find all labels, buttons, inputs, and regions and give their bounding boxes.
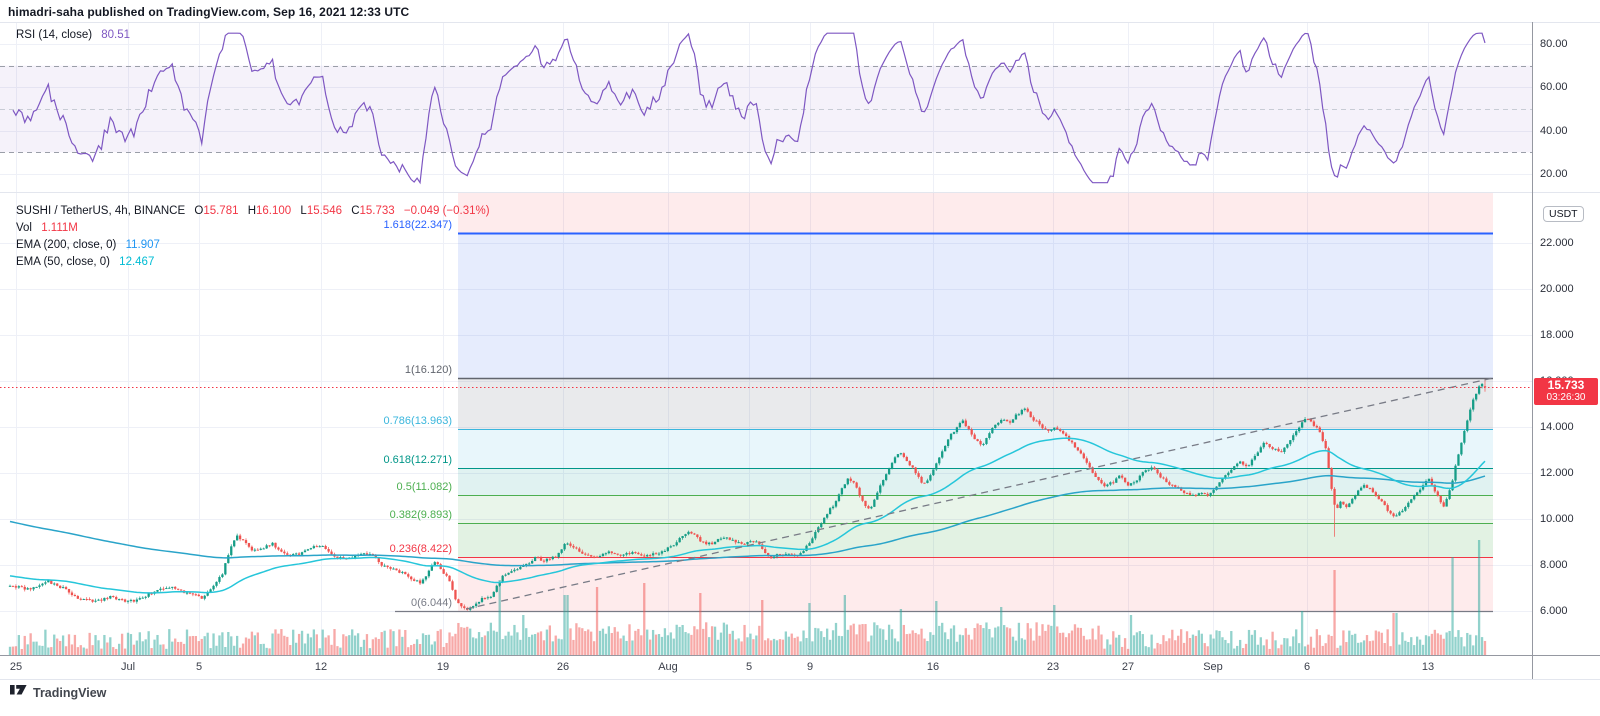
rsi-pane[interactable]: [0, 23, 1533, 192]
time-axis-label: 5: [745, 661, 753, 673]
price-axis-label: 18.000: [1540, 329, 1574, 341]
price-axis-label: 14.000: [1540, 421, 1574, 433]
time-axis-label: 26: [556, 661, 570, 673]
time-axis-label: 19: [436, 661, 450, 673]
ema200-legend-row: EMA (200, close, 0) 11.907: [16, 237, 490, 254]
time-axis-label: 5: [195, 661, 203, 673]
volume-label: Vol: [16, 222, 32, 234]
candle-countdown: 03:26:30: [1546, 392, 1586, 403]
rsi-legend-value: 80.51: [101, 29, 131, 41]
time-axis-label: 16: [926, 661, 940, 673]
rsi-legend: RSI (14, close) 80.51: [16, 29, 130, 41]
price-axis-label: 8.000: [1540, 559, 1568, 571]
rsi-axis-label: 60.00: [1540, 81, 1568, 93]
time-axis-label: 23: [1046, 661, 1060, 673]
time-axis-label: Jul: [120, 661, 136, 673]
last-price-value: 15.733: [1547, 378, 1585, 392]
ohlc-close-letter: C: [351, 205, 360, 217]
ohlc-close-value: 15.733: [359, 205, 395, 217]
rsi-axis-label: 20.00: [1540, 168, 1568, 180]
ohlc-open-value: 15.781: [203, 205, 239, 217]
volume-value: 1.111M: [41, 222, 78, 234]
time-axis-label: 12: [314, 661, 328, 673]
last-price-badge: 15.733 03:26:30: [1534, 378, 1598, 405]
currency-toggle-badge[interactable]: USDT: [1543, 206, 1584, 222]
tradingview-attribution[interactable]: TradingView: [10, 683, 106, 702]
rsi-axis-label: 80.00: [1540, 38, 1568, 50]
time-axis-label: 13: [1421, 661, 1435, 673]
ohlc-high-letter: H: [247, 205, 257, 217]
rsi-legend-label: RSI (14, close): [16, 29, 93, 41]
time-axis-label: 6: [1303, 661, 1311, 673]
time-axis-label: 25: [9, 661, 23, 673]
change-value: −0.049 (−0.31%): [403, 205, 490, 217]
price-axis-label: 12.000: [1540, 467, 1574, 479]
price-axis-label: 10.000: [1540, 513, 1574, 525]
price-axis-label: 22.000: [1540, 237, 1574, 249]
price-axis-label: 6.000: [1540, 605, 1568, 617]
volume-legend-row: Vol 1.111M: [16, 220, 490, 237]
tradingview-logo-text: TradingView: [33, 685, 107, 700]
ohlc-high-value: 16.100: [256, 205, 292, 217]
ema50-legend-row: EMA (50, close, 0) 12.467: [16, 254, 490, 271]
ema200-label: EMA (200, close, 0): [16, 239, 117, 251]
symbol-legend: SUSHI / TetherUS, 4h, BINANCE O15.781 H1…: [16, 203, 490, 271]
time-axis-label: 27: [1121, 661, 1135, 673]
rsi-axis-label: 40.00: [1540, 125, 1568, 137]
time-axis-label: Sep: [1203, 661, 1223, 673]
ohlc-low-value: 15.546: [306, 205, 342, 217]
ema200-value: 11.907: [125, 239, 160, 251]
price-axis-label: 20.000: [1540, 283, 1574, 295]
symbol-legend-row1: SUSHI / TetherUS, 4h, BINANCE O15.781 H1…: [16, 203, 490, 220]
ohlc-low-letter: L: [300, 205, 307, 217]
ema50-value: 12.467: [119, 256, 155, 268]
symbol-title: SUSHI / TetherUS, 4h, BINANCE: [16, 205, 186, 217]
tradingview-logo-icon: [10, 683, 27, 702]
published-line: himadri-saha published on TradingView.co…: [8, 5, 410, 19]
time-axis-label: 9: [806, 661, 814, 673]
ema50-label: EMA (50, close, 0): [16, 256, 110, 268]
time-axis-label: Aug: [658, 661, 678, 673]
ohlc-open-letter: O: [194, 205, 204, 217]
